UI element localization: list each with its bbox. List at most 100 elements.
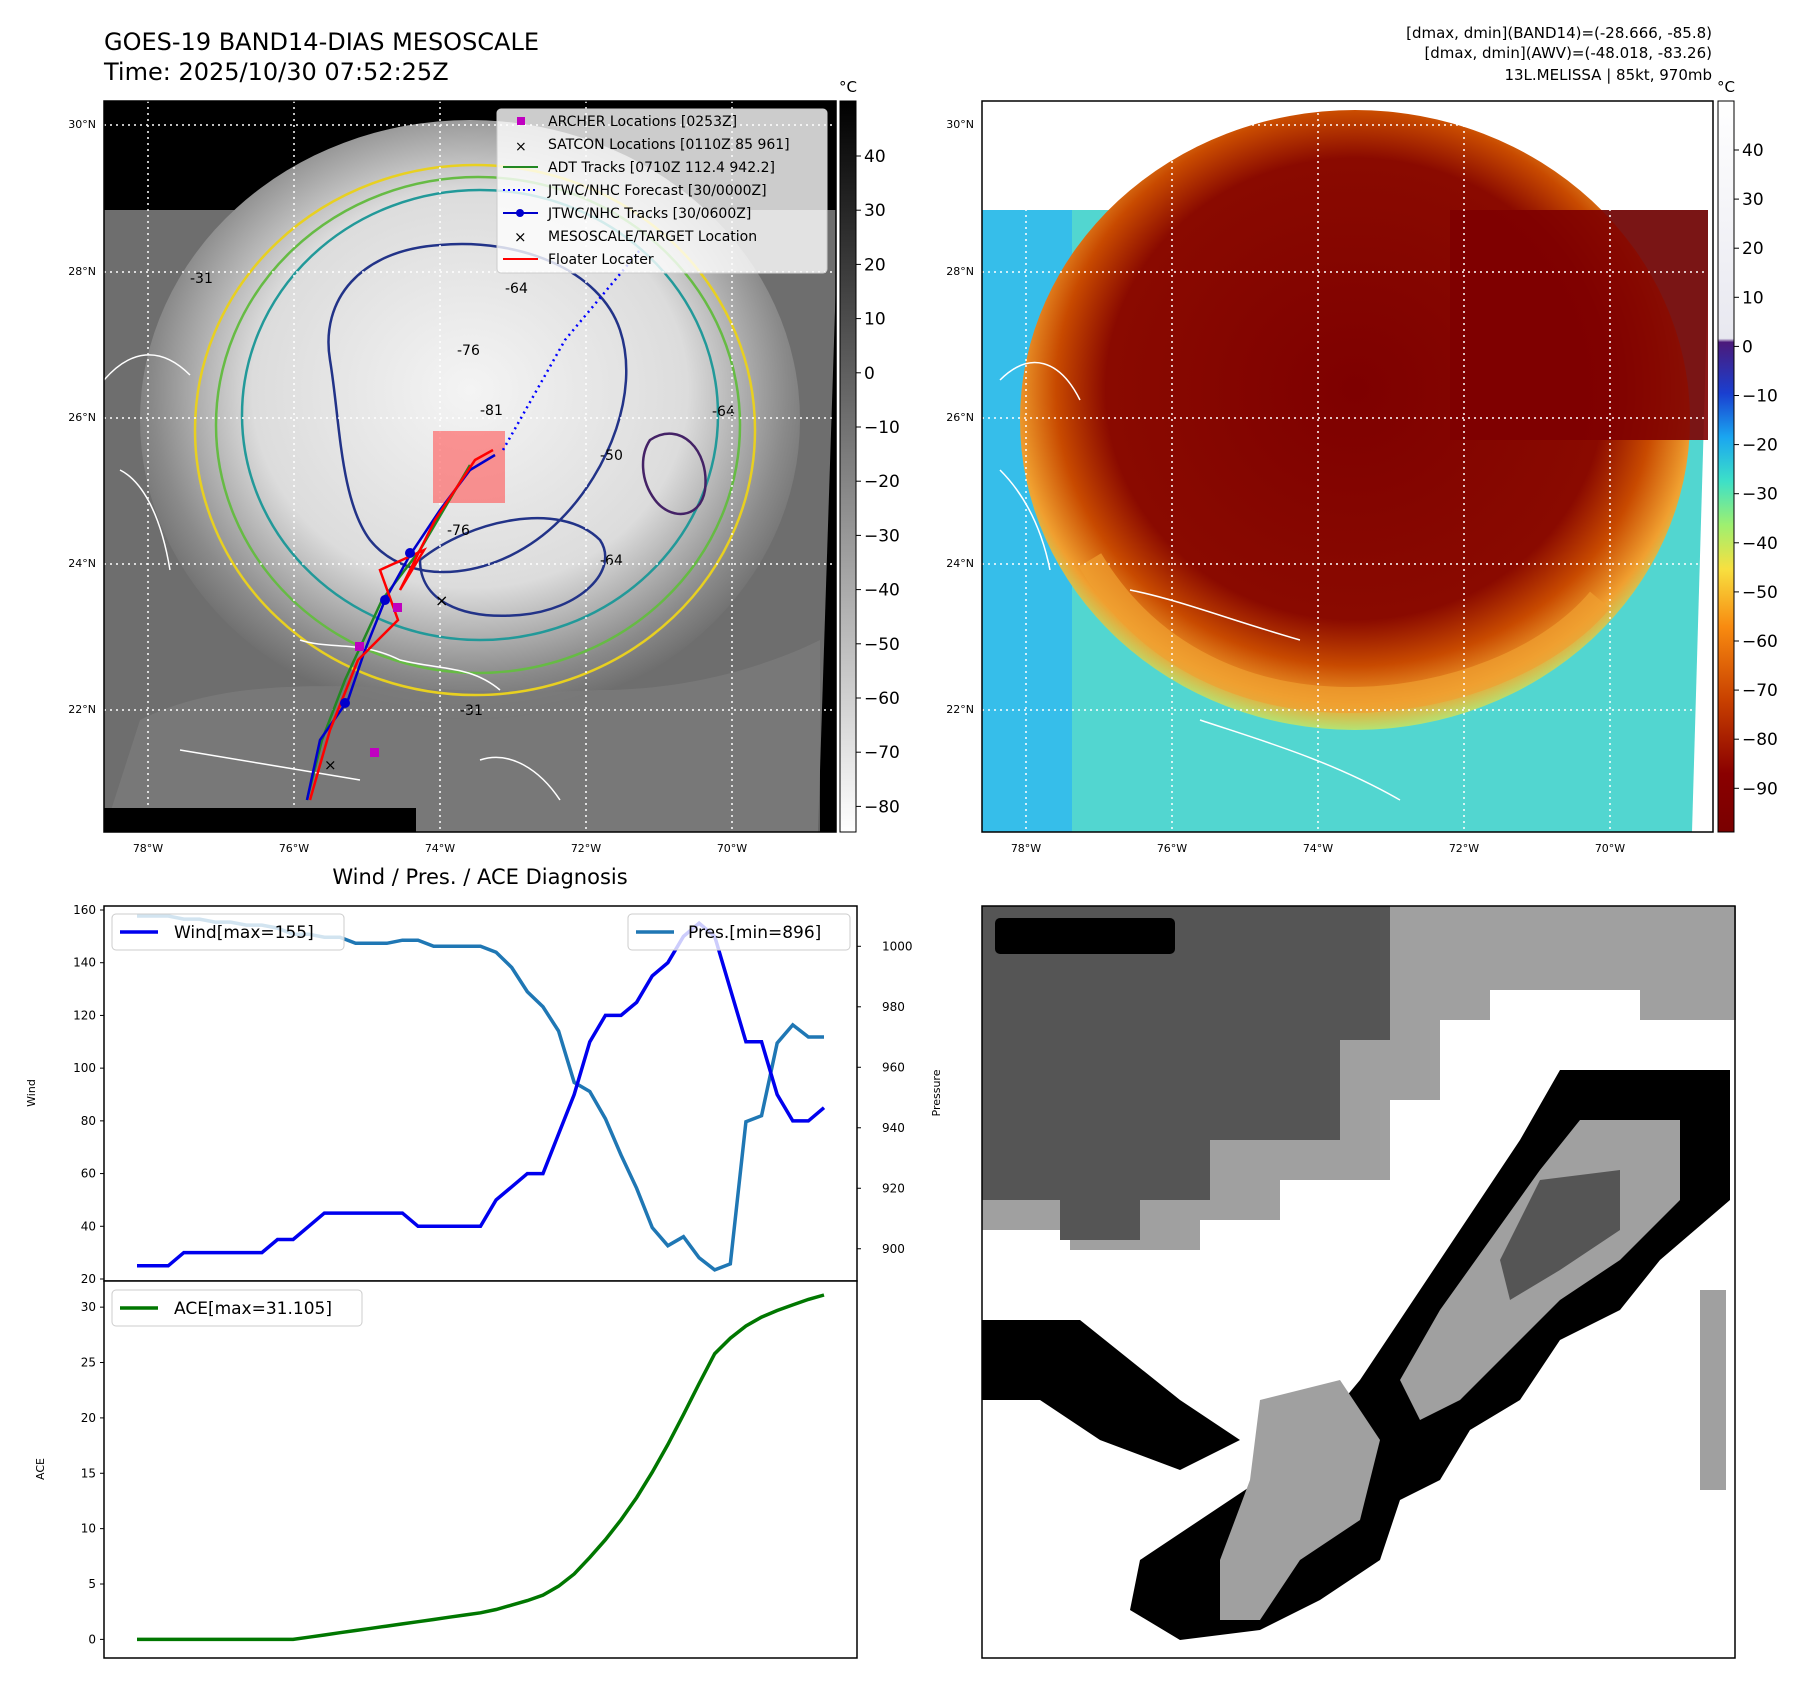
ace-tick-label: 20 (81, 1411, 96, 1425)
wmg-east-strip (1700, 1290, 1726, 1490)
pressure-axis-label: Pressure (930, 1069, 943, 1116)
lon-label: 76°W (279, 842, 309, 855)
forecast-track (501, 249, 641, 451)
contour-64 (240, 188, 720, 642)
colorbar-tick-label: −60 (864, 689, 900, 709)
lon-label: 70°W (717, 842, 747, 855)
wind-pressure-chart: Wind Pressure 20 40 60 80 100 120 140 160 900 92… (25, 903, 943, 1286)
wmg-label-box (995, 918, 1175, 954)
colorbar-tick-label: −20 (1742, 436, 1778, 456)
lat-label: 26°N (68, 411, 96, 424)
colorbar-tick-label: −70 (864, 743, 900, 763)
colorbar-unit: °C (1717, 78, 1735, 96)
ace-chart: ACE 0 5 10 15 20 25 30 ACE[max=31.105] (34, 1280, 858, 1659)
colorbar-tick-label: −40 (1742, 534, 1778, 554)
color-map-panel (982, 101, 1713, 832)
contour-76-south (418, 516, 607, 617)
colorbar-tick-label: −20 (864, 472, 900, 492)
wmg-panel: WMG Count: 0 (981, 905, 1736, 1659)
colorbar-tick-label: −10 (1742, 387, 1778, 407)
wind-chart-frame (103, 905, 858, 1282)
colorbar-tick-label: −50 (864, 635, 900, 655)
pressure-tick-label: 960 (882, 1060, 905, 1074)
satcon-marker: × (324, 756, 337, 774)
contour-label: -81 (480, 403, 503, 419)
ace-chart-frame (103, 1280, 858, 1659)
ir-map-frame (103, 100, 837, 833)
wind-tick-label: 20 (81, 1272, 96, 1286)
contour-label: -76 (457, 343, 480, 359)
legend-item: MESOSCALE/TARGET Location (548, 229, 757, 245)
southern-band (1078, 553, 1610, 714)
colorbar-tick-label: −10 (864, 418, 900, 438)
contour-31 (193, 163, 757, 697)
wmg-count: WMG Count: 0 (1003, 926, 1156, 948)
wmg-black-west (982, 1320, 1240, 1470)
pressure-tick-label: 980 (882, 1000, 905, 1014)
contour-label: -64 (505, 281, 528, 297)
ace-tick-label: 30 (81, 1300, 96, 1314)
colorbar-tick-label: −30 (1742, 485, 1778, 505)
wind-axis-label: Wind (25, 1079, 38, 1107)
color-map-frame (981, 100, 1714, 833)
lon-label: 74°W (425, 842, 455, 855)
colorbar-tick-label: 10 (864, 310, 886, 330)
colorbar-tick-label: −70 (1742, 681, 1778, 701)
pressure-tick-label: 1000 (882, 939, 913, 953)
pressure-tick-label: 900 (882, 1242, 905, 1256)
pressure-tick-label: 940 (882, 1121, 905, 1135)
archer-legend-icon (517, 117, 525, 125)
contour-label: -76 (447, 523, 470, 539)
contour-81 (641, 432, 707, 516)
target-marker: × (435, 591, 448, 610)
contour-76 (327, 242, 628, 574)
ace-legend-label: ACE[max=31.105] (174, 1299, 332, 1319)
ace-tick-label: 15 (81, 1466, 96, 1480)
legend-item: JTWC/NHC Tracks [30/0600Z] (547, 206, 751, 222)
wmg-dark-region (982, 906, 1390, 1240)
ir-map-panel: -31 -31 -50 -64 -64 -76 -76 -81 -64 (104, 101, 836, 832)
lon-label: 76°W (1157, 842, 1187, 855)
ace-tick-label: 25 (81, 1356, 96, 1370)
lon-label: 74°W (1303, 842, 1333, 855)
gray-colorbar: °C 40 30 20 10 0 −10 −20 −30 −40 −50 −60 −70 −80 (839, 78, 900, 833)
ace-tick-label: 10 (81, 1522, 96, 1536)
lat-label: 22°N (68, 703, 96, 716)
lat-label: 30°N (946, 118, 974, 131)
archer-marker (393, 603, 402, 612)
stats-band14: [dmax, dmin](BAND14)=(-28.666, -85.8) (1406, 24, 1712, 42)
copyright-box (104, 808, 416, 832)
colorbar-tick-label: 20 (864, 255, 886, 275)
figure-time: Time: 2025/10/30 07:52:25Z (103, 58, 449, 86)
lon-label: 78°W (1011, 842, 1041, 855)
lat-label: 22°N (946, 703, 974, 716)
storm-info: 13L.MELISSA | 85kt, 970mb (1504, 66, 1712, 84)
map2-lon-labels: 78°W 76°W 74°W 72°W 70°W (1011, 842, 1625, 855)
wind-tick-label: 60 (81, 1167, 96, 1181)
ace-axis-label: ACE (34, 1458, 47, 1480)
colorbar-tick-label: 40 (864, 147, 886, 167)
pressure-legend-label: Pres.[min=896] (688, 923, 821, 943)
archer-marker (370, 748, 379, 757)
archer-marker (355, 642, 364, 651)
colorbar-tick-label: −80 (864, 797, 900, 817)
legend-item: ARCHER Locations [0253Z] (548, 114, 737, 130)
copyright: Copyright © 2020-2025 Dapiya (108, 812, 370, 830)
colorbar-tick-label: 30 (1742, 190, 1764, 210)
cold-cloud-ne (1450, 210, 1708, 440)
wmg-frame (981, 905, 1736, 1659)
pressure-legend-box (627, 913, 851, 951)
track-legend-dot (516, 209, 524, 217)
colorbar-tick-label: 30 (864, 201, 886, 221)
pressure-tick-label: 920 (882, 1181, 905, 1195)
colorbar-tick-label: −80 (1742, 730, 1778, 750)
colorbar-tick-label: −50 (1742, 583, 1778, 603)
lat-label: 24°N (946, 557, 974, 570)
satcon-legend-icon: × (515, 139, 527, 155)
southern-clouds (104, 640, 820, 832)
wmg-darkest-core (1500, 1170, 1620, 1300)
target-legend-icon: × (514, 228, 527, 246)
contour-label: -64 (600, 553, 623, 569)
wind-tick-label: 120 (73, 1008, 96, 1022)
